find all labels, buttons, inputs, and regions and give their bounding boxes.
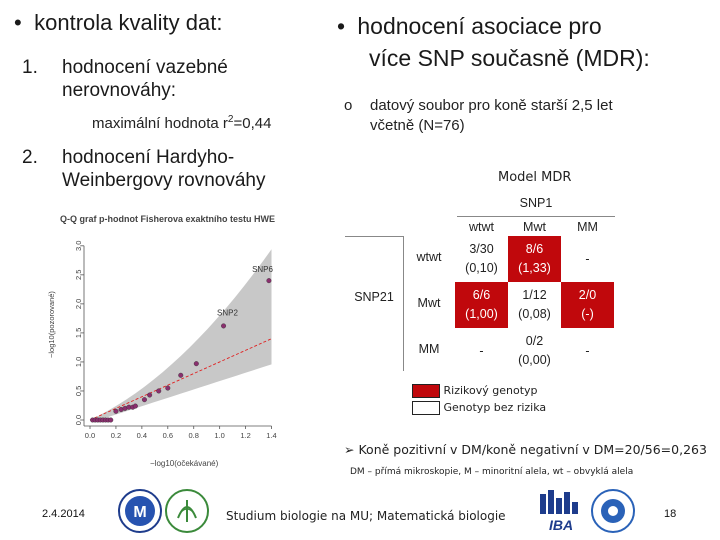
y-tick-label: 2.0 (74, 299, 83, 309)
data-point (156, 388, 162, 394)
qq-ylabel: −log10(pozorované) (47, 291, 56, 358)
left-bullet-heading: • kontrola kvality dat: (14, 10, 223, 35)
y-tick-label: 1.0 (74, 357, 83, 367)
data-point (147, 392, 153, 398)
iba-logo-icon: IBA (540, 490, 578, 533)
mdr-cell-odds: (1,33) (518, 261, 551, 275)
bullet-dot: • (337, 13, 346, 39)
data-point (266, 278, 272, 284)
dataset-note: o datový soubor pro koně starší 2,5 let v… (344, 97, 613, 134)
mdr-table: SNP1 SNP21 wtwt Mwt MM wtwt 3/30 (0,10) 8/6 (1,… (345, 196, 615, 374)
mdr-cell: 3/30 (0,10) (455, 236, 508, 282)
mdr-cell-ratio: 6/6 (472, 288, 491, 302)
mdr-col-label: wtwt (469, 220, 494, 234)
mdr-cell: 8/6 (1,33) (508, 236, 561, 282)
mdr-cell-ratio: 0/2 (525, 334, 544, 348)
mdr-cell-ratio: - (479, 344, 484, 358)
mdr-cell-ratio: 8/6 (525, 242, 544, 256)
mdr-cell-ratio: 3/30 (469, 242, 494, 256)
bullet-dot: • (14, 10, 22, 35)
x-tick-label: 1.2 (240, 431, 250, 440)
abbrev-note: DM – přímá mikroskopie, M – minoritní al… (350, 467, 634, 477)
legend-risk: Rizikový genotyp (412, 382, 546, 399)
mdr-cell-ratio: 1/12 (522, 288, 547, 302)
mdr-row-label: MM (418, 342, 440, 356)
right-bullet-heading: • hodnocení asociace pro více SNP součas… (337, 10, 650, 74)
data-point (108, 417, 114, 423)
mdr-row-header-box (345, 236, 404, 371)
x-tick-label: 1.0 (214, 431, 224, 440)
x-tick-label: 1.4 (266, 431, 276, 440)
page-number: 18 (664, 508, 677, 520)
data-point (132, 403, 138, 409)
x-tick-label: 0.2 (111, 431, 121, 440)
mdr-row-label: Mwt (417, 296, 441, 310)
data-point (113, 408, 119, 414)
y-tick-label: 3.0 (74, 241, 83, 251)
list-item-ld: 1. hodnocení vazebné nerovnováhy: (22, 57, 228, 101)
x-tick-label: 0.4 (137, 431, 147, 440)
qq-plot: Q-Q graf p-hodnot Fisherova exaktního te… (47, 214, 277, 468)
mdr-cell: - (561, 236, 614, 282)
label-snp6: SNP6 (252, 265, 273, 274)
mdr-cell: 1/12 (0,08) (508, 282, 561, 328)
mdr-cell: - (561, 328, 614, 374)
legend-norisk: Genotyp bez rizika (412, 399, 546, 416)
footer-date: 2.4.2014 (42, 508, 85, 520)
mdr-legend: Rizikový genotyp Genotyp bez rizika (412, 382, 546, 416)
muni-logo-letter: M (133, 504, 146, 521)
mdr-cell-odds: (-) (581, 307, 594, 321)
mdr-cell-ratio: - (585, 344, 590, 358)
confidence-band (90, 249, 272, 420)
data-point (165, 385, 171, 391)
reference-line (89, 338, 272, 421)
mdr-cell: - (455, 328, 508, 374)
mdr-cell: 0/2 (0,00) (508, 328, 561, 374)
center-logo-icon (591, 489, 635, 533)
y-tick-label: 0.0 (74, 415, 83, 425)
data-point (178, 372, 184, 378)
y-tick-label: 2.5 (74, 270, 83, 280)
data-point (141, 397, 147, 403)
ld-max-value: maximální hodnota r2=0,44 (92, 114, 272, 132)
mdr-row-header: SNP21 (354, 290, 394, 304)
footer-center: Studium biologie na MU; Matematická biol… (226, 509, 506, 523)
model-mdr-label: Model MDR (498, 170, 572, 185)
mdr-cell-ratio: - (585, 252, 590, 266)
qq-layer: 0.0 0.5 1.0 1.5 2.0 2.5 3.0 0.0 0.2 0.4 0.6 0.8 1.0 1… (74, 241, 277, 440)
data-point (193, 361, 199, 367)
mdr-grid: wtwt Mwt MM wtwt 3/30 (0,10) 8/6 (1,33) - Mwt 6/6 (… (403, 216, 615, 374)
iba-logo-text: IBA (549, 517, 573, 533)
mdr-col-header: SNP1 (457, 196, 615, 217)
mdr-cell: 2/0 (-) (561, 282, 614, 328)
x-tick-label: 0.6 (163, 431, 173, 440)
mdr-cell-odds: (0,00) (518, 353, 551, 367)
legend-swatch-risk (412, 384, 440, 398)
label-snp2: SNP2 (217, 308, 238, 317)
y-tick-label: 0.5 (74, 386, 83, 396)
mdr-cell: 6/6 (1,00) (455, 282, 508, 328)
mdr-row-label: wtwt (416, 250, 442, 264)
muni-logo-icon: M (118, 489, 162, 533)
mdr-cell-odds: (0,10) (465, 261, 498, 275)
arrow-bullet-icon: ➢ (344, 442, 355, 457)
list-item-hwe: 2. hodnocení Hardyho- Weinbergovy rovnová… (22, 147, 266, 191)
qq-xlabel: −log10(očekávané) (150, 459, 219, 468)
y-tick-label: 1.5 (74, 328, 83, 338)
x-tick-label: 0.8 (189, 431, 199, 440)
mdr-col-label: Mwt (523, 220, 546, 234)
mdr-cell-ratio: 2/0 (578, 288, 597, 302)
legend-swatch-norisk (412, 401, 440, 415)
qq-title: Q-Q graf p-hodnot Fisherova exaktního te… (60, 214, 275, 224)
ratio-note: ➢ Koně pozitivní v DM/koně negativní v D… (344, 442, 707, 457)
x-tick-label: 0.0 (85, 431, 95, 440)
data-point (221, 323, 227, 329)
mdr-cell-odds: (1,00) (465, 307, 498, 321)
faculty-logo-icon (165, 489, 209, 533)
mdr-col-label: MM (577, 220, 598, 234)
mdr-cell-odds: (0,08) (518, 307, 551, 321)
